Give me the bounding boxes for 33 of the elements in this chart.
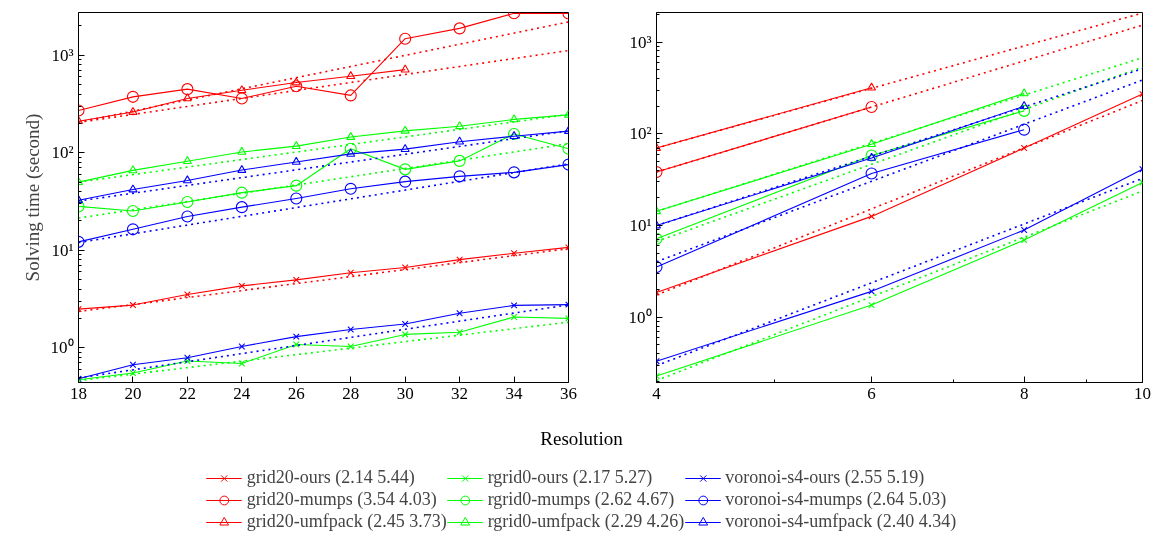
x-tick-label: 26 — [287, 383, 305, 403]
x-tick-label: 18 — [70, 383, 87, 403]
y-tick-label: 10⁰ — [50, 338, 74, 358]
x-tick-label: 8 — [1019, 383, 1029, 403]
legend-label: grid20-ours (2.14 5.44) — [246, 466, 415, 489]
y-tick-label: 10³ — [629, 32, 652, 52]
x-tick-label: 32 — [451, 383, 469, 403]
y-tick-label: 10² — [629, 124, 652, 144]
y-axis-title: Solving time (second) — [21, 113, 44, 282]
y-tick-label: 10² — [51, 143, 74, 163]
legend-label: rgrid0-ours (2.17 5.27) — [487, 466, 653, 489]
y-tick-label: 10⁰ — [628, 307, 652, 327]
x-tick-label: 28 — [342, 383, 360, 403]
x-tick-label: 20 — [124, 383, 142, 403]
x-tick-label: 4 — [652, 383, 662, 403]
legend-label: voronoi-s4-umfpack (2.40 4.34) — [725, 510, 957, 533]
x-tick-label: 10 — [1134, 383, 1151, 403]
x-axis-title: Resolution — [540, 427, 624, 449]
x-tick-label: 36 — [560, 383, 577, 403]
y-tick-label: 10³ — [51, 45, 74, 65]
x-tick-label: 22 — [178, 383, 196, 403]
x-tick-label: 6 — [867, 383, 876, 403]
y-tick-label: 10¹ — [629, 216, 652, 236]
x-tick-label: 24 — [233, 383, 251, 403]
legend-label: voronoi-s4-mumps (2.64 5.03) — [725, 488, 947, 511]
x-tick-label: 34 — [505, 383, 524, 403]
y-tick-label: 10¹ — [51, 240, 74, 260]
legend-label: grid20-umfpack (2.45 3.73) — [246, 510, 447, 533]
legend-label: grid20-mumps (3.54 4.03) — [246, 488, 437, 511]
legend-label: rgrid0-mumps (2.62 4.67) — [487, 488, 675, 511]
legend-label: voronoi-s4-ours (2.55 5.19) — [725, 466, 925, 489]
x-tick-label: 30 — [396, 383, 414, 403]
legend-label: rgrid0-umfpack (2.29 4.26) — [487, 510, 685, 533]
